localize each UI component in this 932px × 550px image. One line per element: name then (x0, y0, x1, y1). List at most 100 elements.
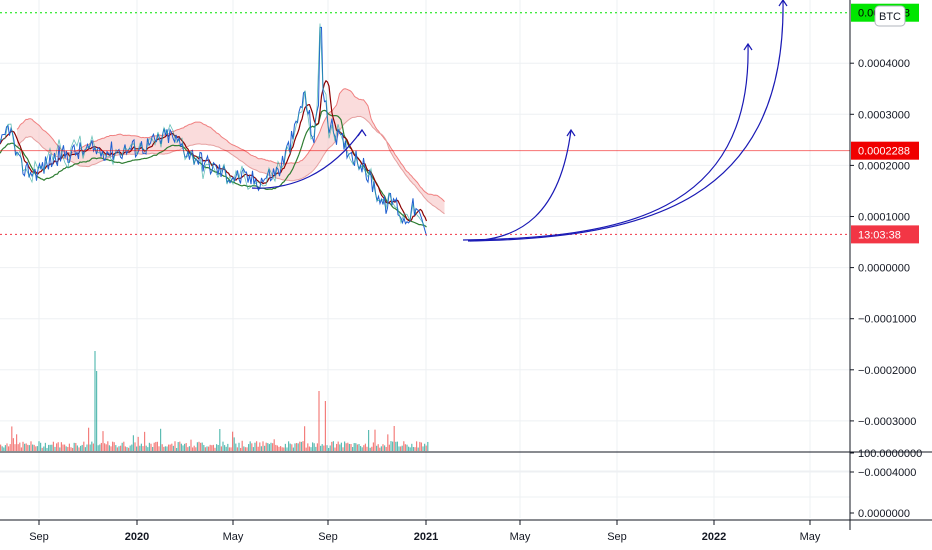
volume-bar (401, 445, 403, 451)
volume-bar (425, 445, 427, 451)
volume-bar (92, 443, 94, 451)
volume-bar (17, 444, 19, 451)
volume-bar (49, 444, 51, 451)
volume-bar (408, 446, 410, 451)
volume-bar (416, 441, 418, 451)
volume-bar (51, 444, 53, 451)
volume-bar (308, 446, 310, 451)
volume-bar (115, 445, 117, 451)
volume-bar (43, 446, 45, 451)
volume-bar (208, 446, 210, 451)
currency-badge-label: BTC (879, 11, 901, 23)
volume-bar (75, 442, 77, 451)
volume-bar (38, 441, 40, 451)
volume-bar (348, 443, 350, 451)
volume-bar (228, 447, 230, 451)
volume-bar (48, 444, 50, 451)
volume-bar (88, 427, 90, 451)
volume-bar (265, 442, 267, 451)
currency-badge[interactable]: BTC (874, 5, 906, 27)
volume-bar (390, 441, 392, 451)
volume-bar (83, 441, 85, 451)
volume-bar (28, 445, 30, 451)
projection-arrowhead-0 (357, 128, 367, 137)
volume-bar (73, 442, 75, 451)
cloud-upper-line (16, 88, 445, 202)
volume-bar (33, 444, 35, 451)
volume-bar (340, 442, 342, 451)
volume-bar (398, 446, 400, 451)
volume-bar (280, 446, 282, 451)
volume-bar (6, 443, 8, 451)
projection-arrow-0 (251, 129, 363, 189)
volume-bar (174, 441, 176, 451)
volume-bar (166, 446, 168, 451)
volume-bar (328, 447, 330, 451)
volume-bar (364, 443, 366, 451)
volume-bar (35, 446, 37, 451)
volume-bar (240, 447, 242, 451)
volume-bar (3, 447, 5, 451)
volume-bar (158, 446, 160, 451)
volume-bar (222, 441, 224, 451)
y-tick-label-6: −0.0002000 (858, 365, 916, 377)
volume-bar (99, 444, 101, 451)
volume-bar (305, 447, 307, 451)
volume-bar (172, 445, 174, 451)
volume-bar (355, 443, 357, 451)
volume-bar (62, 444, 64, 451)
volume-bar (233, 437, 235, 451)
volume-bar (176, 447, 178, 451)
price-detail-line (0, 23, 426, 227)
volume-bar (60, 442, 62, 451)
volume-bar (332, 441, 334, 451)
volume-bar (116, 447, 118, 451)
cloud-lower-line (16, 115, 445, 215)
volume-bar (107, 441, 109, 451)
volume-bar (84, 447, 86, 451)
volume-bar (377, 444, 379, 451)
projection-arrow-2 (462, 43, 749, 241)
volume-bar (329, 445, 331, 451)
volume-bar (331, 441, 333, 451)
y-tick-label-8: −0.0004000 (858, 467, 916, 479)
volume-bar (238, 442, 240, 451)
volume-bar (302, 441, 304, 451)
volume-bar (140, 443, 142, 451)
volume-bar (225, 446, 227, 451)
sub-y-tick-label-0: 100.0000000 (858, 448, 922, 460)
volume-bar (339, 444, 341, 451)
volume-bar (65, 446, 67, 451)
volume-bar (110, 446, 112, 451)
x-tick-label-0: Sep (29, 531, 49, 543)
volume-bar (246, 447, 248, 451)
x-tick-label-4: 2021 (414, 531, 438, 543)
y-tick-label-0: 0.0004000 (858, 58, 910, 70)
volume-bar (76, 445, 78, 451)
volume-bar (142, 446, 144, 451)
main-plot (0, 23, 445, 451)
volume-bar (396, 441, 398, 451)
volume-bar (67, 447, 69, 451)
volume-bar (102, 431, 104, 451)
volume-bar (334, 447, 336, 451)
volume-bar (46, 447, 48, 451)
currency-badge-box (874, 5, 906, 27)
volume-bar (124, 446, 126, 451)
volume-bar (11, 426, 13, 451)
volume-bar (244, 447, 246, 451)
volume-bar (292, 447, 294, 451)
volume-bar (54, 446, 56, 451)
volume-bar (392, 441, 394, 451)
volume-bar (131, 444, 133, 451)
volume-bar (105, 444, 107, 451)
volume-bar (424, 443, 426, 451)
volume-bar (361, 447, 363, 451)
volume-bar (388, 444, 390, 451)
volume-bar (358, 444, 360, 451)
volume-bar (278, 446, 280, 451)
volume-bar (187, 447, 189, 451)
price-badge-label-2: 13:03:38 (858, 229, 901, 241)
volume-bar (161, 444, 163, 451)
